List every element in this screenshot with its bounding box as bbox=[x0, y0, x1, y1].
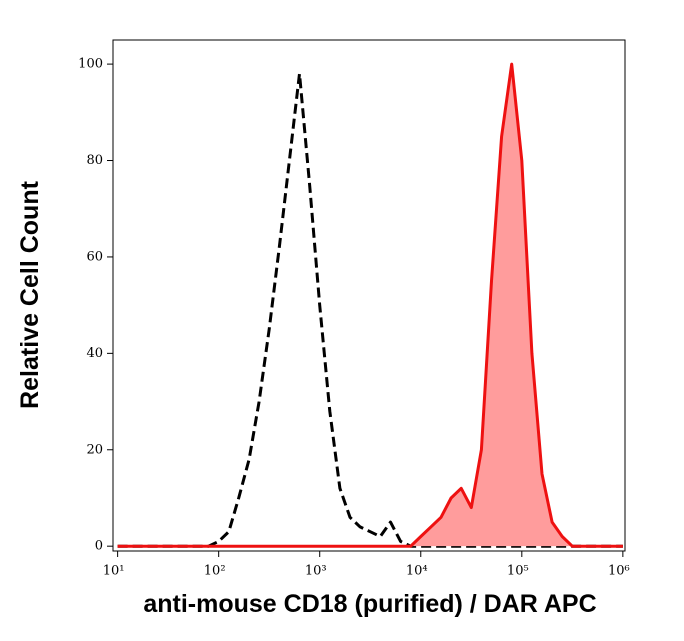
plot-frame bbox=[112, 39, 626, 552]
x-tick-label: 10³ bbox=[305, 564, 327, 579]
x-tick-label: 10¹ bbox=[103, 564, 125, 579]
y-tick-label: 80 bbox=[86, 153, 103, 168]
x-tick-label: 10² bbox=[204, 564, 226, 579]
x-tick-label: 10⁴ bbox=[406, 564, 428, 579]
histogram-line bbox=[117, 72, 623, 548]
x-tick-label: 10⁵ bbox=[507, 564, 529, 579]
y-tick-label: 40 bbox=[86, 346, 103, 361]
y-tick-label: 100 bbox=[78, 57, 103, 72]
x-axis-label: anti-mouse CD18 (purified) / DAR APC bbox=[143, 590, 596, 618]
y-tick-label: 60 bbox=[86, 249, 103, 264]
histogram-area bbox=[117, 64, 623, 547]
x-tick-label: 10⁶ bbox=[608, 564, 630, 579]
histogram-line bbox=[117, 62, 623, 548]
y-tick-label: 20 bbox=[86, 442, 103, 457]
y-tick-label: 0 bbox=[95, 539, 103, 554]
y-axis-label: Relative Cell Count bbox=[16, 180, 44, 408]
